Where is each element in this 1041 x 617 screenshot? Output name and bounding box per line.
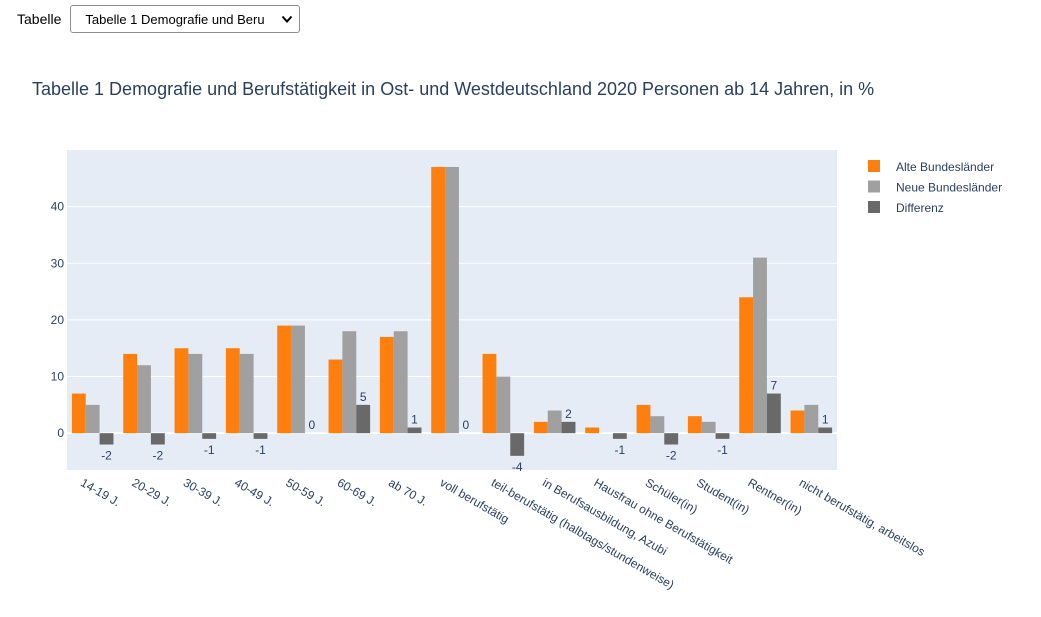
legend-swatch	[868, 201, 880, 213]
x-tick-label: 60-69 J.	[335, 475, 380, 509]
bar-neue-bundeslaender	[188, 353, 203, 434]
legend-label: Differenz	[896, 201, 944, 215]
chart-title: Tabelle 1 Demografie und Berufstätigkeit…	[32, 79, 875, 99]
bar-neue-bundeslaender	[137, 365, 151, 434]
bar-neue-bundeslaender	[804, 404, 819, 434]
y-tick-label: 10	[51, 370, 65, 384]
bar-alte-bundeslaender	[328, 359, 343, 434]
bar-alte-bundeslaender	[739, 297, 754, 434]
table-select[interactable]: Tabelle 1 Demografie und Beru	[70, 5, 301, 33]
bar-differenz	[612, 433, 627, 439]
bar-differenz	[356, 404, 371, 434]
data-label-differenz: -1	[717, 443, 728, 457]
table-selector-label: Tabelle	[17, 11, 62, 27]
data-label-differenz: -2	[101, 449, 112, 463]
x-tick-label: Rentner(in)	[746, 475, 805, 517]
bar-neue-bundeslaender	[753, 257, 767, 434]
bar-neue-bundeslaender	[239, 353, 254, 434]
bar-differenz	[561, 421, 576, 434]
bar-differenz	[99, 433, 114, 445]
bar-differenz	[150, 433, 165, 445]
bar-alte-bundeslaender	[379, 336, 394, 434]
legend-swatch	[868, 160, 880, 172]
data-label-differenz: 2	[565, 407, 572, 421]
bar-neue-bundeslaender	[445, 166, 459, 434]
bar-alte-bundeslaender	[123, 353, 138, 434]
bar-alte-bundeslaender	[585, 427, 600, 434]
bar-alte-bundeslaender	[636, 404, 651, 434]
bar-neue-bundeslaender	[393, 331, 408, 434]
bar-alte-bundeslaender	[431, 166, 446, 434]
y-tick-label: 0	[57, 426, 64, 440]
bar-differenz	[715, 433, 730, 439]
bar-alte-bundeslaender	[174, 348, 189, 434]
legend-item: Neue Bundesländer	[868, 180, 1002, 195]
x-tick-label: 40-49 J.	[232, 475, 277, 509]
bar-alte-bundeslaender	[277, 325, 292, 434]
legend-swatch	[868, 180, 880, 193]
legend-label: Neue Bundesländer	[896, 181, 1002, 195]
legend-item: Differenz	[868, 201, 944, 215]
legend-item: Alte Bundesländer	[868, 160, 994, 174]
x-tick-label: nicht berufstätig, arbeitslos	[797, 475, 928, 558]
bar-neue-bundeslaender	[291, 325, 305, 434]
data-label-differenz: -1	[255, 443, 266, 457]
bar-differenz	[253, 433, 268, 439]
data-label-differenz: 1	[822, 413, 829, 427]
table-select-value: Tabelle 1 Demografie und Beru	[85, 11, 265, 27]
bar-differenz	[202, 433, 217, 439]
data-label-differenz: 5	[360, 390, 367, 404]
y-tick-label: 40	[51, 200, 65, 214]
x-tick-label: ab 70 J.	[386, 475, 430, 508]
data-label-differenz: 0	[463, 418, 470, 432]
data-label-differenz: -4	[512, 460, 523, 474]
data-label-differenz: -1	[204, 443, 215, 457]
data-label-differenz: 0	[309, 418, 316, 432]
bar-alte-bundeslaender	[482, 353, 497, 434]
legend-label: Alte Bundesländer	[896, 160, 994, 174]
bar-alte-bundeslaender	[225, 348, 240, 434]
bar-alte-bundeslaender	[790, 410, 805, 434]
chevron-down-icon	[282, 15, 293, 23]
bar-alte-bundeslaender	[533, 421, 548, 434]
bar-neue-bundeslaender	[85, 404, 100, 434]
data-label-differenz: -2	[153, 449, 164, 463]
bar-neue-bundeslaender	[547, 410, 562, 434]
y-tick-label: 20	[51, 313, 65, 327]
data-label-differenz: 1	[411, 413, 418, 427]
bar-alte-bundeslaender	[71, 393, 86, 434]
x-tick-label: 20-29 J.	[130, 475, 175, 509]
x-tick-label: 50-59 J.	[284, 475, 329, 509]
data-label-differenz: 7	[771, 379, 778, 393]
bar-differenz	[407, 427, 422, 434]
x-tick-label: 14-19 J.	[78, 475, 123, 509]
x-tick-label: Student(in)	[694, 475, 752, 516]
bar-differenz	[766, 393, 781, 434]
bar-alte-bundeslaender	[687, 416, 702, 434]
bar-neue-bundeslaender	[342, 331, 357, 434]
y-tick-label: 30	[51, 256, 65, 270]
bar-neue-bundeslaender	[701, 421, 716, 434]
bar-differenz	[664, 433, 679, 445]
table-selector-bar: Tabelle Tabelle 1 Demografie und Beru	[17, 4, 301, 34]
bar-neue-bundeslaender	[650, 416, 665, 434]
data-label-differenz: -1	[615, 443, 626, 457]
data-label-differenz: -2	[666, 449, 677, 463]
bar-neue-bundeslaender	[496, 376, 511, 434]
bar-differenz	[510, 433, 525, 456]
bar-differenz	[818, 427, 833, 434]
x-tick-label: 30-39 J.	[181, 475, 226, 509]
